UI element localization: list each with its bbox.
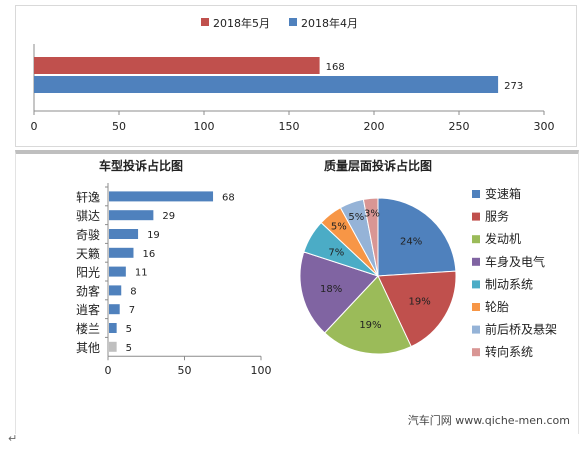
car-model-value-label-7: 5 (126, 324, 132, 335)
car-model-x-tick-label-1: 50 (178, 364, 192, 377)
car-model-category-label-6: 逍客 (76, 302, 100, 317)
pie-legend-swatch-5 (472, 303, 480, 311)
car-model-value-label-0: 68 (222, 192, 235, 203)
car-model-category-label-4: 阳光 (76, 266, 100, 280)
car-model-value-label-2: 19 (147, 230, 160, 241)
x-tick-label-6: 300 (534, 120, 555, 133)
monthly-comparison-chart: 2018年5月 2018年4月 168 273 0 50 100 150 200 250 300 (31, 16, 555, 133)
pie-value-label-0: 24% (400, 237, 422, 248)
car-model-bar-1 (109, 210, 154, 221)
car-model-bar-4 (109, 266, 126, 277)
bar-0 (34, 57, 320, 74)
car-model-category-label-5: 劲客 (76, 283, 100, 298)
x-tick-label-4: 200 (364, 120, 385, 133)
car-model-category-label-7: 楼兰 (76, 321, 100, 336)
pie-slice-3 (299, 251, 379, 334)
pie-legend-label-4: 制动系统 (485, 277, 533, 291)
car-model-x-tick-label-2: 100 (251, 364, 272, 377)
legend-swatch-1 (289, 18, 297, 26)
pie-value-label-2: 19% (359, 320, 381, 331)
pie-legend-label-7: 转向系统 (485, 344, 533, 359)
paragraph-return-mark: ↵ (8, 432, 18, 445)
pie-value-label-4: 7% (328, 247, 344, 258)
car-model-bar-7 (109, 323, 117, 333)
pie-legend-swatch-0 (472, 190, 480, 198)
pie-legend-swatch-6 (472, 325, 480, 334)
pie-legend-label-2: 发动机 (485, 231, 521, 246)
car-model-bar-3 (109, 247, 134, 258)
car-model-value-label-4: 11 (135, 268, 148, 279)
pie-value-label-5: 5% (331, 221, 347, 232)
x-tick-label-2: 100 (194, 120, 215, 133)
pie-value-label-7: 3% (364, 208, 380, 219)
pie-slice-1 (377, 270, 457, 348)
car-model-category-label-3: 天籁 (76, 246, 100, 261)
pie-slice-7 (362, 197, 379, 277)
legend-label-0: 2018年5月 (213, 16, 270, 30)
car-model-bar-2 (109, 229, 139, 239)
x-tick-label-0: 0 (31, 120, 38, 133)
bar-value-label-1: 273 (504, 81, 523, 92)
x-tick-label-5: 250 (449, 120, 470, 133)
car-model-bar-8 (109, 341, 117, 352)
pie-legend-swatch-1 (472, 212, 480, 221)
car-model-chart-title: 车型投诉占比图 (99, 158, 183, 173)
car-model-value-label-1: 29 (162, 211, 175, 222)
x-tick-label-3: 150 (279, 120, 300, 133)
legend-swatch-0 (201, 18, 209, 26)
car-model-category-label-8: 其他 (76, 341, 100, 355)
car-model-value-label-3: 16 (142, 249, 155, 260)
pie-value-label-1: 19% (409, 297, 431, 308)
pie-slice-0 (377, 197, 457, 277)
car-model-value-label-6: 7 (129, 305, 135, 316)
bar-1 (34, 76, 499, 93)
watermark-text: 汽车门网 www.qiche-men.com (407, 414, 570, 427)
legend-label-1: 2018年4月 (301, 16, 358, 30)
pie-slice-2 (323, 275, 412, 355)
pie-legend-label-5: 轮胎 (485, 300, 509, 314)
quality-pie-title: 质量层面投诉占比图 (324, 158, 432, 173)
car-model-category-label-0: 轩逸 (76, 190, 100, 204)
car-model-category-label-2: 奇骏 (76, 228, 100, 242)
pie-value-label-6: 5% (348, 212, 364, 223)
car-model-value-label-5: 8 (130, 286, 136, 297)
pie-legend-swatch-2 (472, 235, 480, 244)
car-model-bar-0 (109, 191, 214, 202)
x-tick-label-1: 50 (112, 120, 126, 133)
pie-legend-swatch-7 (472, 348, 480, 357)
car-model-bar-6 (109, 304, 120, 315)
pie-legend-label-6: 前后桥及悬架 (485, 322, 557, 337)
bar-value-label-0: 168 (326, 62, 345, 73)
pie-legend-label-0: 变速箱 (485, 186, 521, 201)
pie-legend-label-1: 服务 (485, 209, 509, 224)
monthly-comparison-chart-panel: 2018年5月 2018年4月 168 273 0 50 100 150 200 250 300 (15, 5, 577, 147)
car-model-bar-5 (109, 285, 122, 296)
complaint-breakdown-panel: 车型投诉占比图 轩逸 68 骐达 29 奇骏 19 天籁 16 阳光 11 劲客 8 逍客 7 楼兰 5 其他 5 0… (15, 150, 579, 434)
car-model-category-label-1: 骐达 (76, 209, 100, 223)
pie-legend-swatch-3 (472, 257, 480, 266)
pie-legend-label-3: 车身及电气 (485, 254, 545, 269)
car-model-x-tick-label-0: 0 (105, 364, 112, 377)
pie-value-label-3: 18% (320, 284, 342, 295)
pie-legend-swatch-4 (472, 280, 480, 289)
car-model-value-label-8: 5 (126, 343, 132, 354)
